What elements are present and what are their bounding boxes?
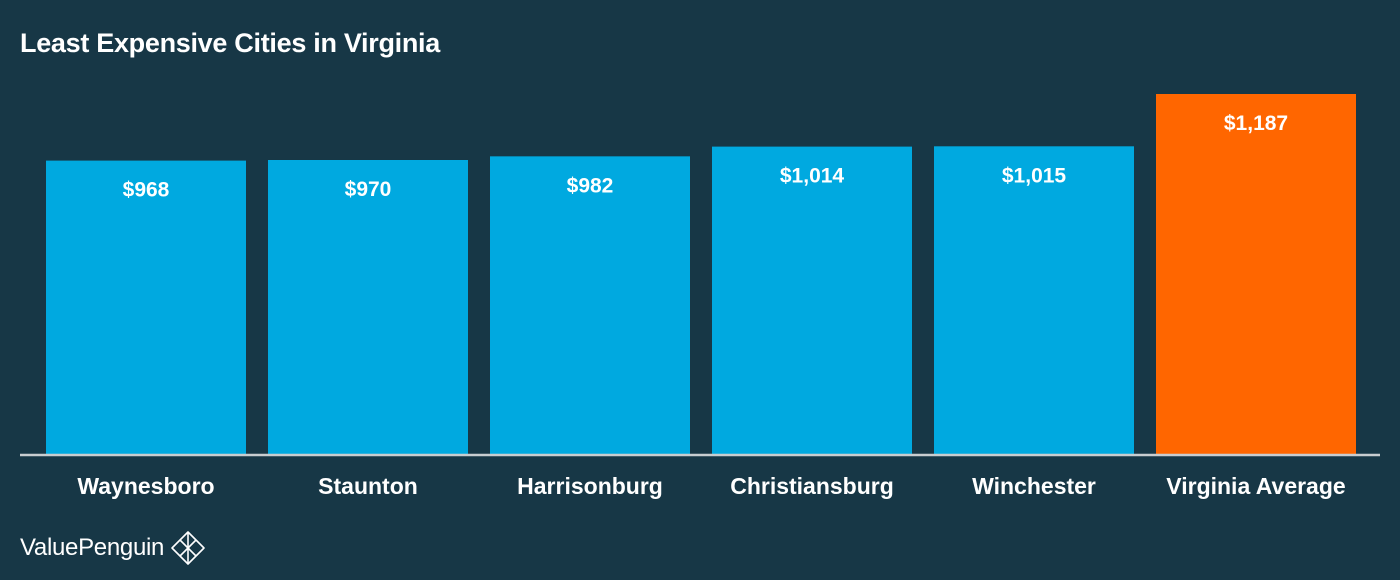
bar-staunton (268, 159, 468, 455)
category-label: Virginia Average (1166, 473, 1345, 499)
penguin-logo-icon (171, 531, 205, 565)
category-label: Winchester (972, 473, 1096, 499)
bar-virginia-average (1156, 94, 1356, 455)
chart-title: Least Expensive Cities in Virginia (20, 28, 440, 58)
value-label: $970 (345, 178, 392, 201)
brand-name: ValuePenguin (20, 534, 165, 561)
category-labels-layer: Waynesboro Staunton Harrisonburg Christians… (77, 473, 1345, 499)
value-label: $982 (567, 174, 614, 197)
value-label: $1,015 (1002, 164, 1067, 187)
value-labels-layer: $968 $970 $982 $1,014 $1,015 $1,187 (123, 112, 1288, 202)
category-label: Christiansburg (730, 473, 894, 499)
bars-layer (46, 94, 1356, 456)
brand: ValuePenguin (20, 530, 206, 566)
category-label: Harrisonburg (517, 473, 663, 499)
value-label: $968 (123, 179, 170, 202)
category-label: Staunton (318, 473, 418, 499)
bar-harrisonburg (490, 156, 690, 455)
value-label: $1,187 (1224, 112, 1288, 135)
bar-waynesboro (46, 160, 246, 455)
category-label: Waynesboro (77, 473, 214, 499)
value-label: $1,014 (780, 165, 845, 188)
bar-christiansburg (712, 146, 912, 456)
bar-winchester (934, 146, 1134, 455)
